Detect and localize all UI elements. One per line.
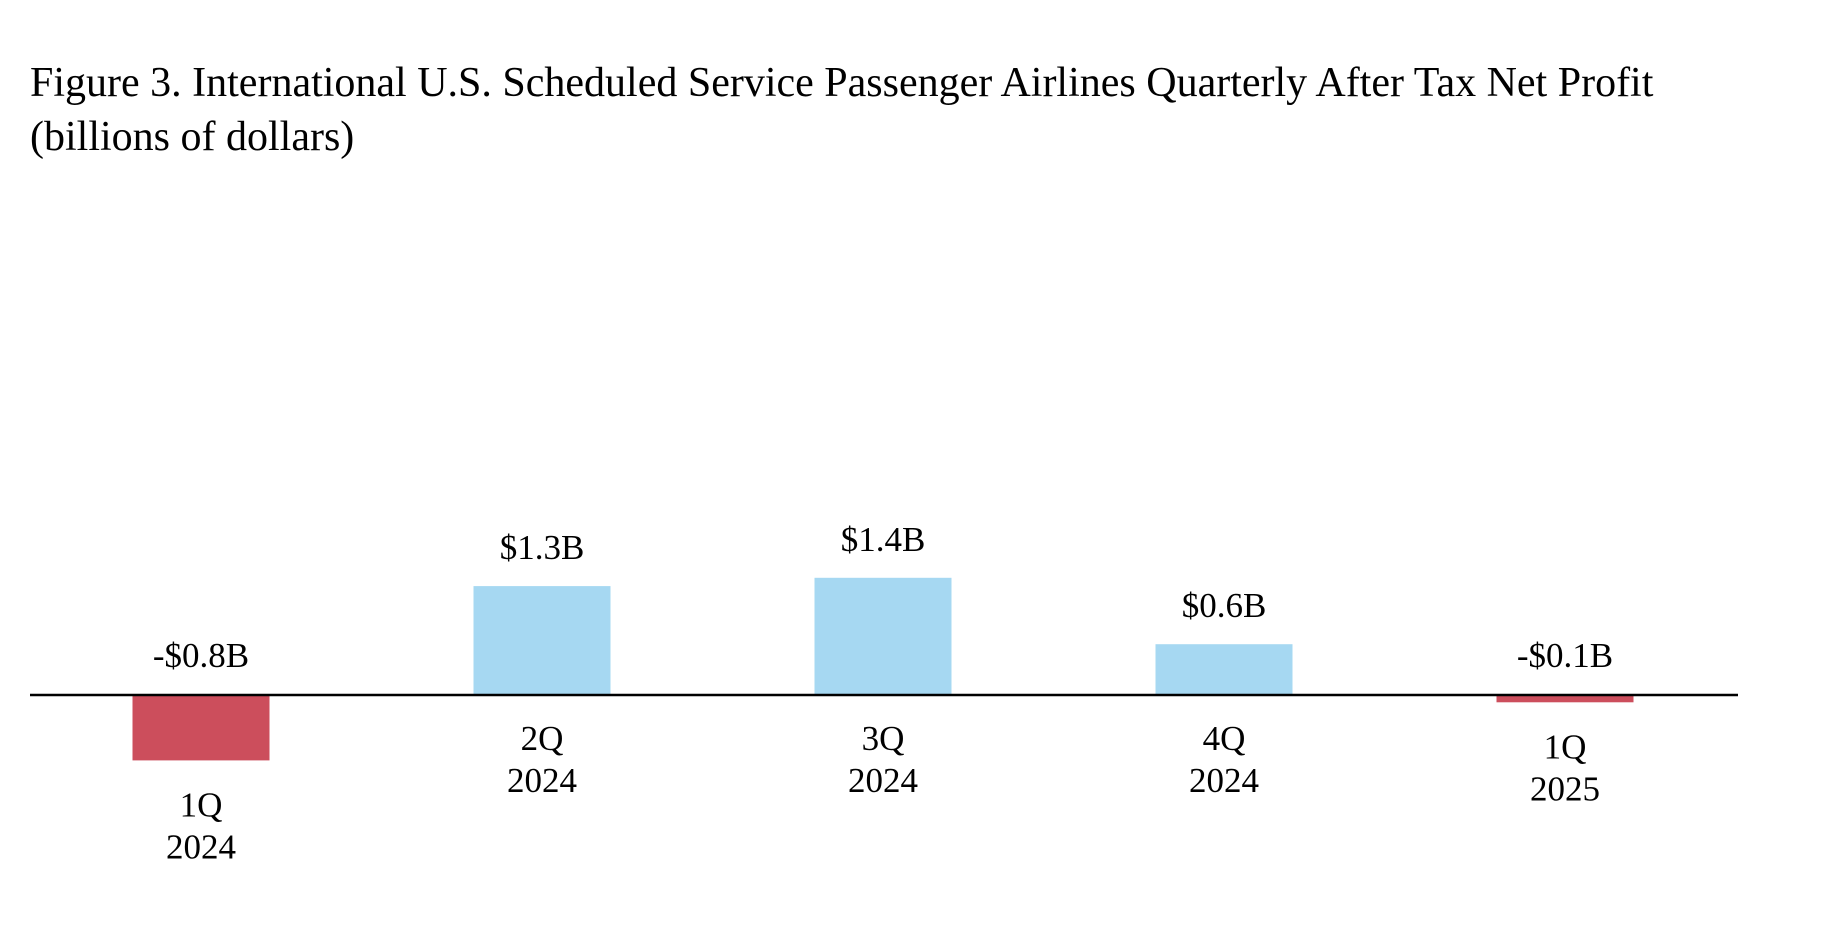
bar-group: [132, 577, 1634, 761]
x-tick-label-year: 2024: [1189, 761, 1259, 800]
bar-1q-2024: [132, 694, 270, 761]
data-label: $1.4B: [841, 520, 926, 559]
data-label: -$0.1B: [1517, 636, 1613, 675]
x-tick-label-quarter: 2Q: [521, 719, 564, 758]
chart-title-line-2: (billions of dollars): [30, 114, 355, 160]
x-tick-label-year: 2024: [848, 761, 918, 800]
x-tick-label-year: 2024: [166, 827, 236, 866]
chart-title: Figure 3. International U.S. Scheduled S…: [30, 56, 1820, 164]
chart-title-line-1: Figure 3. International U.S. Scheduled S…: [30, 60, 1654, 106]
label-group: -$0.8B1Q2024$1.3B2Q2024$1.4B3Q2024$0.6B4…: [153, 520, 1613, 867]
data-label: $1.3B: [500, 528, 585, 567]
data-label: $0.6B: [1182, 586, 1267, 625]
x-tick-label-quarter: 4Q: [1203, 719, 1246, 758]
bar-3q-2024: [814, 577, 952, 694]
x-tick-label-quarter: 1Q: [180, 785, 223, 824]
x-tick-label-year: 2024: [507, 761, 577, 800]
bar-2q-2024: [473, 586, 611, 694]
x-tick-label-quarter: 1Q: [1544, 727, 1587, 766]
x-tick-label-quarter: 3Q: [862, 719, 905, 758]
bar-1q-2025: [1496, 694, 1634, 703]
x-tick-label-year: 2025: [1530, 769, 1600, 808]
data-label: -$0.8B: [153, 636, 249, 675]
bar-4q-2024: [1155, 644, 1293, 694]
